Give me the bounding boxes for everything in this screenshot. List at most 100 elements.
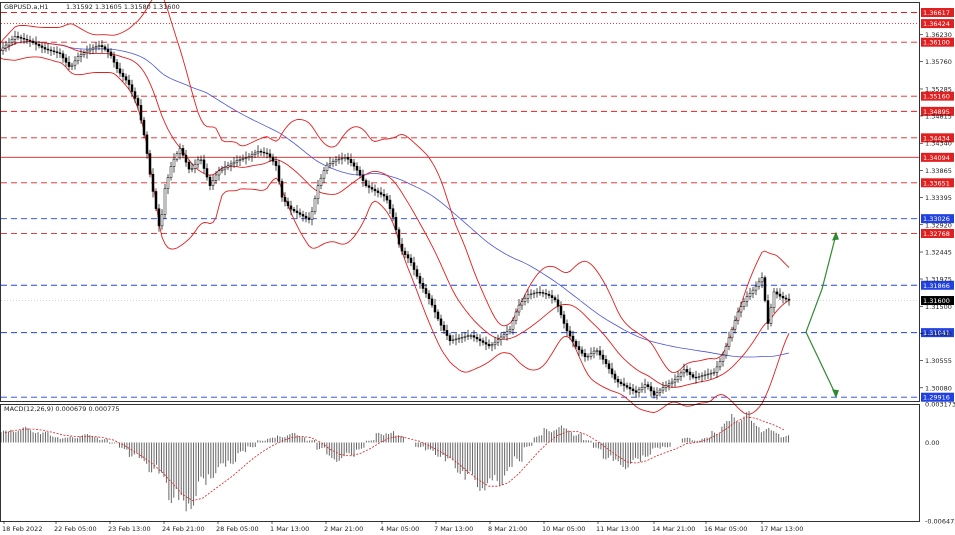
x-tick-label: 11 Mar 13:00 [596,525,639,533]
candle-body [205,168,209,178]
candle-body [544,293,548,295]
y-tick-label: 1.32920 [925,221,952,229]
candle-body [310,211,314,220]
level-label: 1.36424 [923,20,950,28]
candle-body [505,331,509,335]
x-tick-label: 1 Mar 13:00 [270,525,309,533]
candle-body [493,341,497,345]
candle-body [334,159,338,162]
y-tick-label: 1.34815 [925,112,952,120]
price-pane[interactable] [0,0,919,415]
candle-body [169,166,173,178]
level-tag [921,8,954,18]
candle-body [166,177,170,189]
candle-body [427,293,431,300]
candle-body [79,54,83,57]
candle-body [733,320,737,330]
candle-body [601,354,605,360]
level-tag [921,91,954,101]
candle-body [583,353,587,358]
candle-body [637,389,641,393]
x-tick-label: 17 Mar 13:00 [760,525,803,533]
candle-body [301,214,305,217]
candle-body [361,175,365,181]
candle-body [694,376,698,379]
candle-body [316,185,320,199]
level-tag [921,19,954,29]
level-tag [921,280,954,290]
macd-pane[interactable] [0,411,790,512]
candle-body [559,306,563,316]
candle-body [496,339,500,343]
ohlc-header: 1.31592 1.31605 1.31580 1.31600 [66,3,180,11]
candle-body [532,292,536,295]
candle-body [574,341,578,347]
candle-body [295,210,299,213]
candle-body [517,304,521,313]
x-tick-label: 23 Feb 13:00 [108,525,151,533]
candle-body [4,44,8,49]
candle-body [43,47,47,50]
candle-body [670,381,674,385]
candle-body [340,157,344,160]
candle-body [196,159,200,165]
level-tag [921,328,954,338]
candle-body [7,41,11,46]
candle-body [526,294,530,299]
bollinger-upper [0,0,790,374]
candle-body [433,304,437,313]
candle-body [331,161,335,164]
candle-body [322,170,326,179]
x-tick-label: 16 Mar 05:00 [704,525,747,533]
level-tag [921,392,954,402]
candle-body [490,344,494,347]
candle-body [598,350,602,356]
candle-body [343,157,347,159]
candle-body [604,359,608,364]
candle-body [325,164,329,171]
candle-body [337,158,341,161]
level-label: 1.34094 [923,154,950,162]
candle-body [112,55,116,63]
level-label: 1.33026 [923,215,950,223]
y-tick-label: 1.30080 [925,384,952,392]
candle-body [463,336,467,338]
level-label: 1.32768 [923,230,950,238]
candle-body [136,98,140,106]
candle-body [715,366,719,373]
candle-body [787,298,791,301]
candle-body [226,165,230,168]
candle-body [388,199,392,209]
candle-body [46,48,50,51]
candle-body [73,60,77,66]
candle-body [565,323,569,332]
candle-body [70,64,74,67]
level-label: 1.34895 [923,108,950,116]
candle-body [385,195,389,201]
level-tag [921,152,954,162]
candle-body [289,205,293,210]
candle-body [265,152,269,155]
candle-body [442,324,446,331]
candle-body [571,335,575,342]
candle-body [217,170,221,176]
level-tag [921,214,954,224]
level-tag [921,106,954,116]
y-tick-label: 1.34340 [925,140,952,148]
candle-body [127,79,131,85]
candle-body [535,291,539,294]
candle-body [232,161,236,165]
candle-body [628,386,632,390]
candle-body [13,36,17,40]
candle-body [88,48,92,52]
candle-body [91,47,95,50]
candle-body [409,257,413,263]
candle-body [682,369,686,374]
candle-body [256,151,260,154]
candle-body [211,180,215,186]
candle-body [586,355,590,358]
candle-body [133,91,137,99]
candle-body [103,46,107,50]
candle-body [652,390,656,396]
